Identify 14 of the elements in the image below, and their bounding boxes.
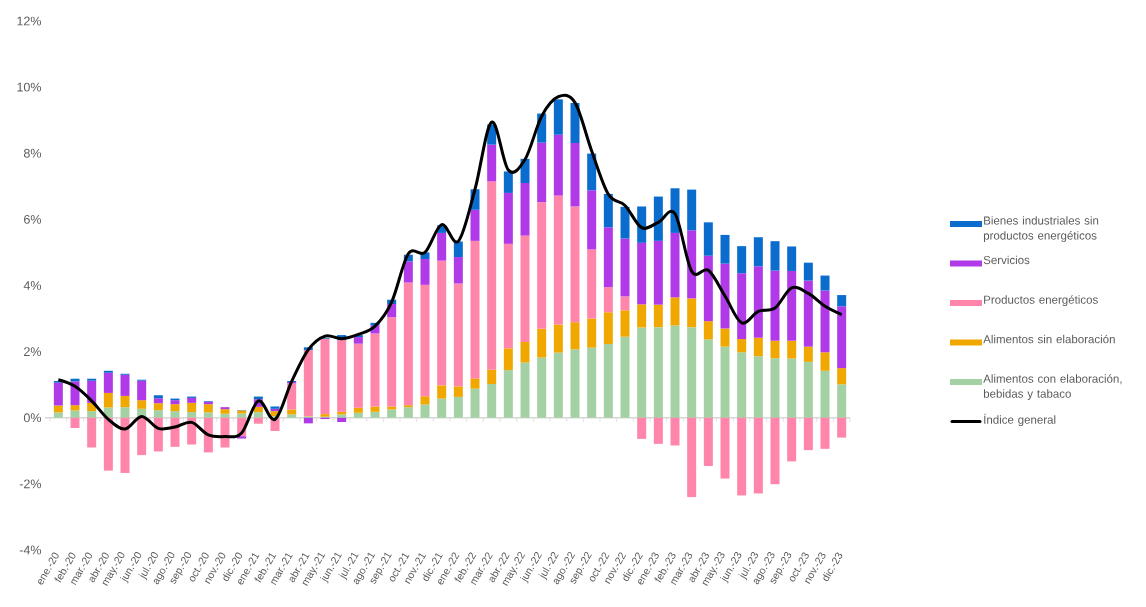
legend-label: Bienes industriales sin productos energéticos: [983, 216, 1099, 242]
y-tick-label: 4%: [23, 281, 42, 290]
y-tick-label: 12%: [17, 16, 42, 26]
legend-label: Índice general: [984, 413, 1056, 427]
y-tick-label: 2%: [24, 347, 42, 357]
y-tick-label: -2%: [19, 479, 42, 489]
legend-label: Servicios: [983, 255, 1030, 265]
y-tick-label: 0%: [23, 413, 42, 423]
legend-label: Alimentos sin elaboración: [983, 334, 1115, 344]
legend-label: Productos energéticos: [984, 295, 1098, 307]
y-tick-label: 10%: [17, 82, 42, 92]
y-tick-label: 8%: [23, 148, 42, 158]
y-tick-label: 6%: [24, 214, 42, 224]
legend-label: Alimentos con elaboración, bebidas y tabaco: [983, 374, 1122, 401]
